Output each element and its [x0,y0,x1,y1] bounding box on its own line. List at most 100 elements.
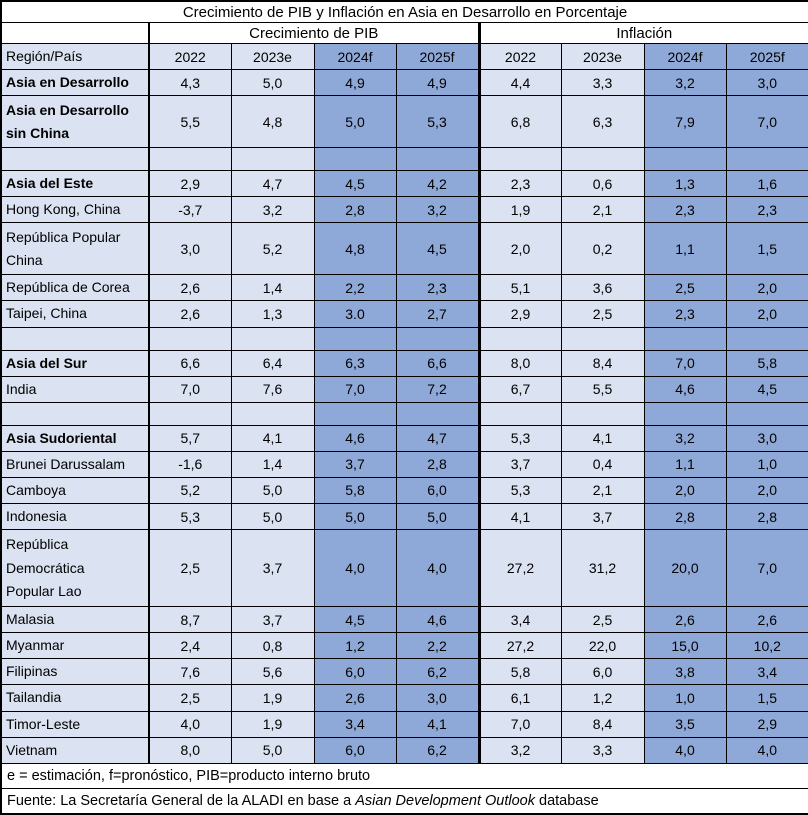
region-cell: Timor-Leste [0,710,150,738]
year-header-cell: 2025f [395,42,480,71]
inflation-value-cell: 4,1 [477,503,562,531]
inflation-value-cell: 0,6 [560,170,645,198]
region-cell: Hong Kong, China [0,196,150,224]
inflation-value-cell: 3,8 [643,658,727,686]
inflation-value-cell: 15,0 [643,632,727,660]
gdp-value-cell: 5,3 [148,503,232,531]
table-row: República Democrática Popular Lao 2,5 3,7 4… [0,529,808,608]
spacer-row [0,147,808,172]
gdp-value-cell: 7,2 [395,375,480,403]
region-cell: Camboya [0,476,150,505]
gdp-value-cell: 6,2 [395,658,480,686]
spacer-row [0,401,808,426]
inflation-value-cell: 4,1 [560,424,645,452]
gdp-value-cell: -1,6 [148,450,232,478]
inflation-value-cell: 8,0 [477,349,562,377]
gdp-value-cell: 6,6 [395,349,480,377]
spacer-row [0,326,808,351]
inflation-value-cell: 7,0 [477,710,562,738]
gdp-value-cell: 4,6 [395,606,480,634]
gdp-value-cell [148,326,232,351]
region-cell: Malasia [0,606,150,634]
year-header-cell: 2024f [643,42,727,71]
inflation-value-cell: 8,4 [560,710,645,738]
gdp-value-cell: 3,7 [313,450,397,478]
table-title: Crecimiento de PIB y Inflación en Asia e… [0,0,808,23]
year-header-cell: 2022 [148,42,232,71]
inflation-value-cell: 7,9 [643,95,727,149]
gdp-value-cell: 1,9 [230,684,315,712]
inflation-value-cell: 3,4 [477,606,562,634]
gdp-value-cell: 4,7 [230,170,315,198]
gdp-value-cell: 3,2 [230,196,315,224]
gdp-value-cell: 5,8 [313,476,397,505]
region-cell: Asia del Sur [0,349,150,377]
gdp-value-cell [148,401,232,426]
inflation-value-cell: 3,4 [725,658,808,686]
inflation-value-cell [560,401,645,426]
inflation-value-cell: 2,8 [725,503,808,531]
gdp-value-cell: 2,2 [313,274,397,302]
source-row: Fuente: La Secretaría General de la ALAD… [0,787,808,815]
table-row: Filipinas 7,6 5,6 6,0 6,2 5,8 6,0 3,8 3,4 [0,658,808,686]
table-row: Tailandia 2,5 1,9 2,6 3,0 6,1 1,2 1,0 1,5 [0,684,808,712]
table-row: Asia del Sur 6,6 6,4 6,3 6,6 8,0 8,4 7,0 5,8 [0,349,808,377]
region-cell: Taipei, China [0,300,150,328]
inflation-value-cell: 3,0 [725,424,808,452]
year-header-cell: 2025f [725,42,808,71]
region-cell: Myanmar [0,632,150,660]
inflation-value-cell: 3,2 [643,424,727,452]
inflation-value-cell: 1,5 [725,684,808,712]
inflation-value-cell: 20,0 [643,529,727,608]
gdp-value-cell: -3,7 [148,196,232,224]
inflation-value-cell: 1,0 [725,450,808,478]
gdp-value-cell: 5,0 [230,69,315,97]
gdp-value-cell: 3,7 [230,529,315,608]
region-cell: Vietnam [0,736,150,764]
gdp-value-cell: 1,2 [313,632,397,660]
region-cell: Asia del Este [0,170,150,198]
gdp-value-cell: 6,0 [313,736,397,764]
gdp-value-cell: 1,3 [230,300,315,328]
inflation-value-cell: 2,5 [560,300,645,328]
gdp-value-cell: 4,8 [313,222,397,276]
inflation-value-cell: 2,9 [477,300,562,328]
gdp-value-cell: 0,8 [230,632,315,660]
group-header-gdp: Crecimiento de PIB [148,22,480,44]
gdp-value-cell: 1,4 [230,274,315,302]
gdp-value-cell: 1,9 [230,710,315,738]
inflation-value-cell: 2,0 [725,476,808,505]
inflation-value-cell: 1,1 [643,450,727,478]
table-row: Brunei Darussalam -1,6 1,4 3,7 2,8 3,7 0,4 1,1 1… [0,450,808,478]
gdp-value-cell: 4,1 [230,424,315,452]
gdp-value-cell [230,326,315,351]
inflation-value-cell: 2,3 [477,170,562,198]
gdp-value-cell: 5,0 [313,503,397,531]
gdp-value-cell: 7,0 [148,375,232,403]
gdp-value-cell: 5,7 [148,424,232,452]
region-cell-empty [0,147,150,172]
inflation-value-cell: 7,0 [643,349,727,377]
gdp-value-cell: 5,0 [230,503,315,531]
inflation-value-cell: 1,1 [643,222,727,276]
gdp-value-cell: 5,2 [148,476,232,505]
inflation-value-cell: 4,0 [643,736,727,764]
inflation-value-cell [643,401,727,426]
region-cell-empty [0,326,150,351]
inflation-value-cell: 3,3 [560,736,645,764]
gdp-value-cell: 3.0 [313,300,397,328]
table-row: República Popular China 3,0 5,2 4,8 4,5 2,0 0,… [0,222,808,276]
gdp-value-cell: 5,2 [230,222,315,276]
group-header-row: Crecimiento de PIB Inflación [0,22,808,44]
region-cell: Asia Sudoriental [0,424,150,452]
gdp-value-cell: 6,2 [395,736,480,764]
gdp-value-cell: 4,0 [395,529,480,608]
gdp-value-cell: 2,5 [148,684,232,712]
inflation-value-cell: 5,8 [477,658,562,686]
inflation-value-cell: 2,6 [725,606,808,634]
inflation-value-cell: 4,5 [725,375,808,403]
inflation-value-cell: 7,0 [725,529,808,608]
gdp-value-cell [230,147,315,172]
inflation-value-cell: 0,2 [560,222,645,276]
